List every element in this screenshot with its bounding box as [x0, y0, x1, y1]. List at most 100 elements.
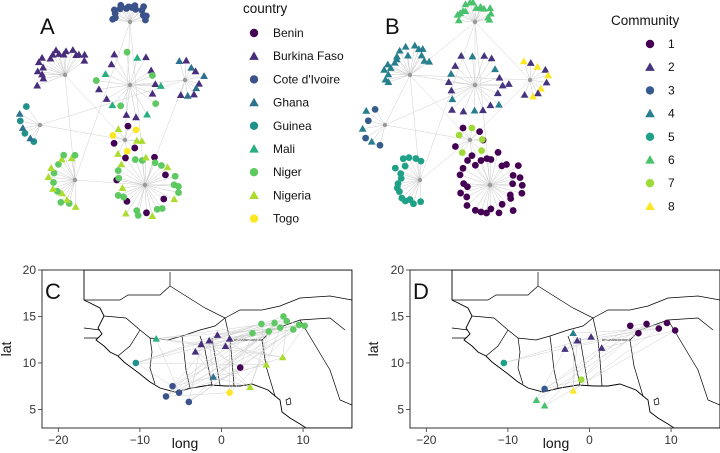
network-edge: [403, 158, 421, 181]
network-hub: [62, 72, 68, 78]
network-node: [405, 154, 413, 162]
network-edge: [474, 55, 485, 86]
network-edge: [30, 124, 41, 139]
network-node: [57, 198, 65, 206]
network-edge: [184, 79, 195, 95]
network-edge: [384, 84, 476, 126]
network-edge: [52, 54, 66, 76]
network-node: [114, 150, 122, 157]
network-node: [417, 198, 425, 206]
network-node: [71, 203, 80, 210]
network-node: [495, 100, 503, 108]
network-edge: [64, 74, 126, 141]
network-edge: [467, 160, 491, 186]
network-edge: [114, 54, 131, 86]
map-point: [265, 328, 273, 335]
network-node: [163, 163, 172, 171]
map-edge: [135, 362, 267, 366]
network-node: [158, 162, 165, 169]
network-edge: [53, 179, 76, 183]
map-edge: [282, 325, 305, 358]
network-hub: [72, 177, 78, 183]
network-node: [50, 179, 57, 186]
network-node: [67, 154, 76, 162]
network-node: [137, 137, 146, 144]
network-edge: [462, 168, 491, 186]
network-edge: [489, 175, 514, 186]
network-node: [487, 205, 495, 213]
legend-label: Nigeria: [273, 188, 311, 202]
network-node: [114, 192, 122, 199]
map-edge: [544, 325, 631, 390]
map-point: [587, 333, 595, 340]
map-edge: [225, 345, 283, 358]
network-node: [131, 156, 139, 163]
legend-label: Ghana: [273, 96, 309, 110]
network-edge: [124, 139, 142, 142]
network-edge: [455, 65, 476, 86]
map-edge: [217, 334, 267, 366]
network-edge: [144, 184, 175, 200]
network-node: [394, 180, 402, 188]
network-node: [479, 106, 487, 114]
map-borders-d: [451, 270, 720, 428]
map-edge: [178, 325, 305, 393]
network-edge: [184, 79, 197, 89]
network-node: [444, 78, 453, 85]
plot-frame-d: [409, 269, 720, 429]
legend-key-1: [645, 39, 655, 49]
network-node: [509, 207, 517, 214]
network-node: [477, 157, 485, 164]
legend-label: 7: [668, 176, 675, 190]
network-node: [362, 134, 370, 142]
network-node: [18, 124, 27, 131]
network-edge: [385, 74, 411, 80]
network-edge: [144, 174, 166, 186]
network-node: [478, 136, 486, 143]
network-node: [470, 106, 479, 114]
network-node: [364, 117, 372, 125]
network-node: [504, 80, 513, 87]
map-edge: [503, 322, 668, 364]
network-node: [151, 80, 160, 88]
network-node: [122, 154, 129, 162]
network-edge: [136, 184, 146, 211]
network-node: [518, 181, 526, 189]
network-panel-a: [15, 1, 208, 219]
network-node: [175, 189, 182, 197]
network-node: [133, 207, 141, 215]
network-node: [457, 189, 464, 197]
legend-key-burkina-faso: [249, 51, 259, 60]
map-edge: [195, 351, 251, 388]
network-edge: [118, 177, 146, 186]
network-node: [63, 195, 71, 203]
network-node: [58, 189, 66, 197]
network-node: [102, 95, 111, 102]
network-node: [464, 157, 471, 164]
network-node: [101, 70, 110, 77]
map-point: [295, 321, 303, 329]
network-edge: [466, 184, 491, 206]
network-node: [53, 187, 61, 195]
map-edge: [572, 340, 578, 391]
network-edge: [37, 74, 66, 86]
network-edge: [144, 184, 164, 200]
legend-label: Burkina Faso: [273, 49, 344, 63]
network-edge: [409, 49, 420, 76]
network-edge: [105, 73, 131, 86]
network-edge: [141, 160, 146, 186]
network-node: [455, 131, 463, 139]
network-node: [468, 152, 476, 160]
map-edge: [135, 362, 173, 387]
map-point: [540, 401, 549, 409]
network-edge: [480, 160, 491, 186]
network-node: [176, 91, 185, 98]
network-node: [21, 129, 29, 137]
network-node: [183, 91, 192, 99]
network-node: [544, 71, 553, 79]
network-edge: [465, 4, 476, 23]
y-tick-label: 5: [397, 402, 404, 416]
x-axis-title-d: long: [543, 435, 569, 451]
network-hub: [487, 182, 493, 188]
network-node: [395, 46, 404, 54]
